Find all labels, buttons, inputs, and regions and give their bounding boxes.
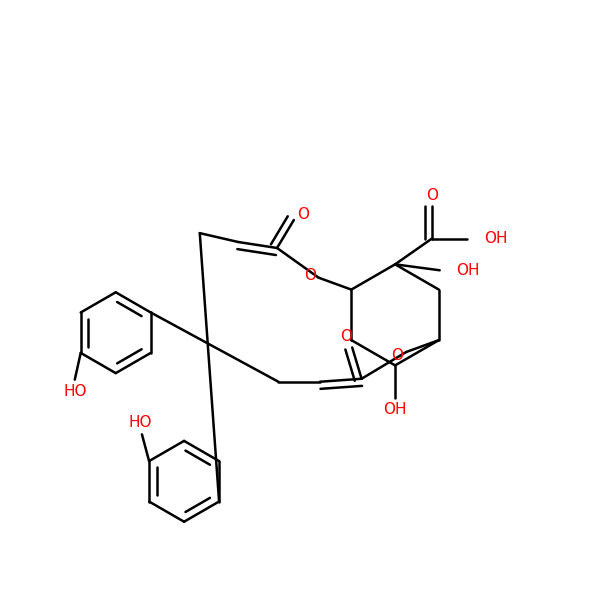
Text: O: O (425, 188, 437, 203)
Text: O: O (297, 206, 309, 221)
Text: O: O (340, 329, 352, 344)
Text: HO: HO (63, 384, 86, 399)
Text: OH: OH (484, 231, 508, 246)
Text: O: O (304, 268, 316, 283)
Text: HO: HO (128, 415, 152, 430)
Text: OH: OH (457, 263, 480, 278)
Text: O: O (391, 348, 403, 363)
Text: OH: OH (383, 403, 407, 418)
